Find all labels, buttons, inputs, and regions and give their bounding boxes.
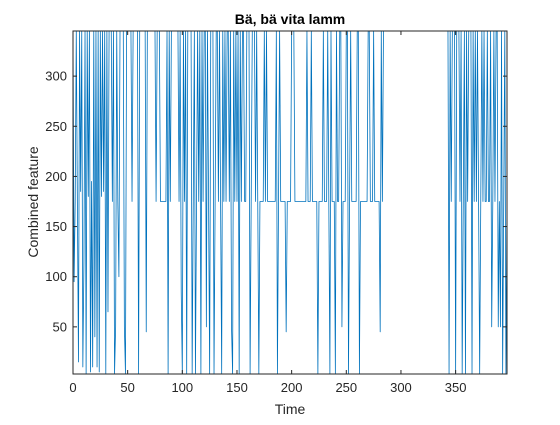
x-tick-label: 50 bbox=[120, 380, 134, 395]
y-tick-label: 50 bbox=[53, 319, 67, 334]
x-axis-label: Time bbox=[275, 401, 306, 417]
axes-box bbox=[72, 30, 508, 375]
x-tick-label: 150 bbox=[226, 380, 248, 395]
x-tick-label: 0 bbox=[69, 380, 76, 395]
y-tick-label: 200 bbox=[45, 169, 67, 184]
y-tick-label: 100 bbox=[45, 269, 67, 284]
y-axis-label: Combined feature bbox=[25, 146, 41, 258]
axes bbox=[72, 30, 508, 375]
series-layer bbox=[73, 31, 507, 374]
y-tick-label: 300 bbox=[45, 69, 67, 84]
x-tick-label: 350 bbox=[445, 380, 467, 395]
x-tick-label: 300 bbox=[390, 380, 412, 395]
chart-title: Bä, bä vita lamm bbox=[235, 11, 346, 27]
x-tick-label: 250 bbox=[335, 380, 357, 395]
series-line-0 bbox=[73, 31, 507, 374]
x-tick-labels: 0 50 100 150 200 250 300 350 bbox=[69, 380, 466, 395]
y-tick-labels: 50 100 150 200 250 300 bbox=[45, 69, 67, 335]
x-tick-label: 100 bbox=[171, 380, 193, 395]
tick-marks bbox=[72, 31, 507, 374]
y-tick-label: 250 bbox=[45, 119, 67, 134]
y-tick-label: 150 bbox=[45, 219, 67, 234]
x-tick-label: 200 bbox=[281, 380, 303, 395]
